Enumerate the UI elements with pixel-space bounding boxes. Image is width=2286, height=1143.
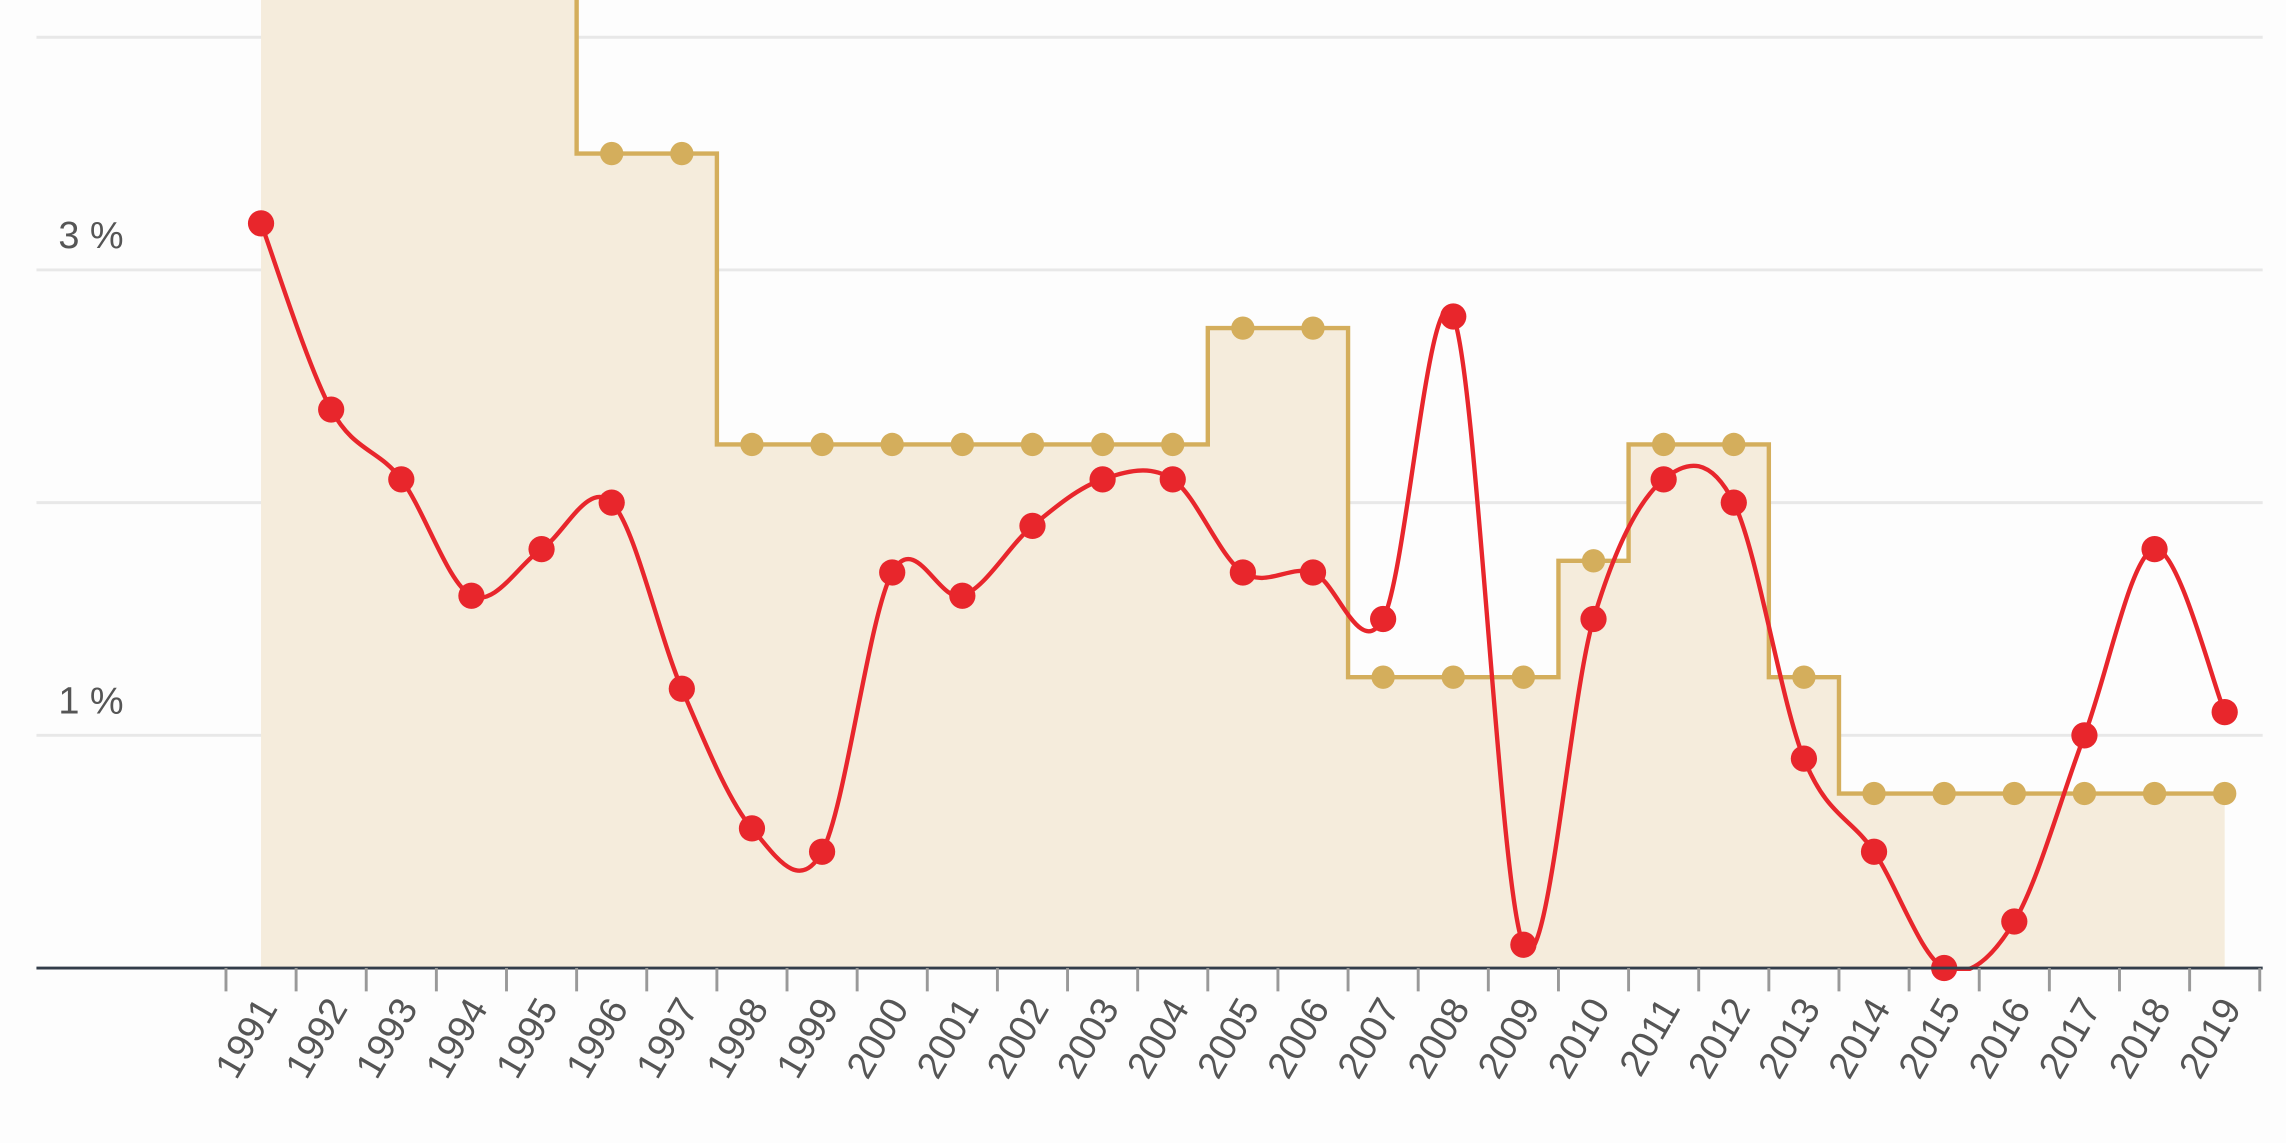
rate-point	[1722, 432, 1746, 457]
inflation-point	[949, 582, 976, 609]
rate-point	[1581, 549, 1606, 573]
rate-point	[600, 141, 624, 166]
rate-point	[810, 432, 834, 457]
inflation-point	[1650, 466, 1677, 493]
inflation-point	[2001, 908, 2028, 935]
plot-area	[258, 0, 2237, 971]
y-tick-label: 3 %	[58, 215, 123, 257]
rate-point	[1651, 432, 1676, 457]
rate-point	[1020, 432, 1045, 457]
inflation-point	[1089, 466, 1116, 493]
inflation-point	[598, 489, 625, 516]
rate-point	[2142, 781, 2167, 806]
rate-point	[1371, 665, 1395, 689]
rate-point	[1231, 316, 1255, 340]
rate-point	[880, 432, 904, 457]
rate-point	[740, 432, 764, 457]
inflation-line	[258, 222, 2227, 971]
inflation-point	[1229, 559, 1256, 586]
rate-point	[1792, 665, 1816, 689]
inflation-point	[1580, 605, 1607, 633]
rate-point	[1090, 432, 1115, 457]
inflation-point	[1720, 489, 1747, 516]
inflation-point	[1159, 466, 1186, 493]
rate-point	[2002, 781, 2026, 806]
inflation-point	[2211, 698, 2238, 726]
rate-point	[1511, 665, 1536, 689]
rate-point	[1301, 316, 1325, 340]
rate-point	[1161, 432, 1185, 457]
rate-point	[2072, 781, 2097, 806]
inflation-point	[879, 559, 906, 586]
inflation-point	[2141, 536, 2168, 563]
rate-point	[670, 141, 694, 166]
inflation-point	[318, 396, 345, 423]
inflation-point	[528, 536, 555, 563]
inflation-point	[1860, 838, 1888, 865]
inflation-point	[1440, 303, 1467, 330]
rate-point	[1932, 781, 1956, 806]
inflation-point	[808, 838, 836, 865]
inflation-point	[668, 675, 695, 702]
rate-point	[1441, 665, 1465, 689]
inflation-point	[247, 210, 275, 237]
inflation-point	[738, 815, 766, 842]
inflation-point	[458, 582, 485, 609]
inflation-point	[388, 466, 415, 493]
inflation-point	[1019, 512, 1046, 540]
rate-point	[950, 432, 975, 457]
inflation-point	[1299, 559, 1327, 586]
inflation-point	[2071, 722, 2098, 749]
inflation-point	[1370, 605, 1397, 633]
rate-point	[2213, 781, 2237, 806]
inflation-point	[1510, 931, 1537, 958]
y-tick-label: 1 %	[58, 680, 123, 722]
inflation-point	[1790, 745, 1818, 772]
rate-point	[1862, 781, 1886, 806]
rate-area	[261, 0, 2225, 969]
